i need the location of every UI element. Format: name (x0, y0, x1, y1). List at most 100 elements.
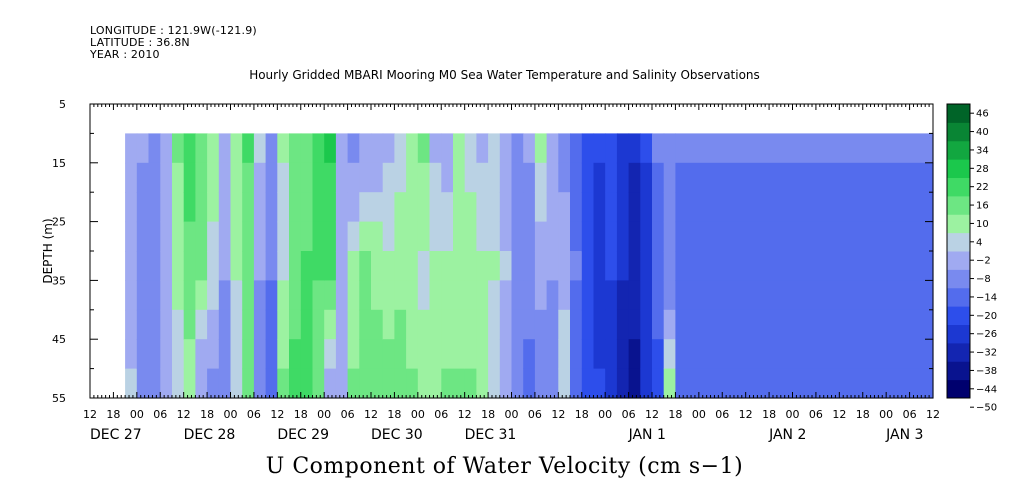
heatmap-cell (464, 309, 477, 340)
heatmap-cell (277, 309, 290, 340)
heatmap-cell (183, 221, 196, 252)
heatmap-cell (195, 280, 208, 311)
heatmap-cell (570, 192, 583, 223)
colorbar-band (947, 324, 970, 344)
heatmap-cell (335, 309, 349, 340)
heatmap-cell (347, 162, 360, 193)
heatmap-cell (347, 192, 360, 223)
heatmap-cell (160, 192, 173, 223)
heatmap-cell (488, 251, 501, 281)
heatmap-cell (172, 192, 185, 223)
heatmap-cell (195, 251, 208, 281)
heatmap-cell (581, 192, 595, 223)
heatmap-cell (406, 251, 419, 281)
heatmap-cell (640, 368, 653, 399)
heatmap-cell (488, 309, 501, 340)
heatmap-cell (242, 280, 255, 311)
heatmap-cell (382, 133, 395, 164)
heatmap-cell (312, 251, 325, 281)
heatmap-cell (207, 339, 220, 370)
heatmap-cell (183, 339, 196, 370)
heatmap-cell (253, 339, 267, 370)
heatmap-cell (394, 251, 407, 281)
heatmap-cell (183, 309, 196, 340)
heatmap-cell (218, 339, 232, 370)
heatmap-cell (230, 280, 243, 311)
heatmap-cell (253, 162, 267, 193)
heatmap-cell (136, 133, 150, 164)
heatmap-cell (546, 133, 559, 164)
heatmap-cell (230, 162, 243, 193)
heatmap-cell (628, 339, 641, 370)
x-tick-label: 18 (106, 408, 120, 421)
heatmap-cell (441, 162, 454, 193)
heatmap-cell (253, 133, 267, 164)
x-tick-label: 12 (177, 408, 191, 421)
heatmap-cell (195, 368, 208, 399)
heatmap-cell (570, 162, 583, 193)
heatmap-cell (534, 339, 548, 370)
heatmap-cell (218, 133, 232, 164)
heatmap-cell (429, 309, 442, 340)
heatmap-cell (499, 221, 513, 252)
heatmap-cell (652, 251, 665, 281)
heatmap-cell (616, 133, 630, 164)
heatmap-cell (616, 339, 630, 370)
heatmap-cell (464, 339, 477, 370)
heatmap-cell (172, 339, 185, 370)
heatmap-cell (593, 339, 606, 370)
heatmap-cell (160, 133, 173, 164)
heatmap-cell (125, 309, 138, 340)
heatmap-cell (663, 339, 676, 370)
heatmap-cell (394, 162, 407, 193)
x-tick-label: 18 (387, 408, 401, 421)
heatmap-cell (464, 133, 477, 164)
heatmap-cell (417, 251, 431, 281)
heatmap-cell (652, 368, 665, 399)
heatmap-cell (511, 339, 524, 370)
heatmap-cell (207, 162, 220, 193)
heatmap-cell (499, 280, 513, 311)
heatmap-cell (359, 192, 372, 223)
colorbar-label: −14 (976, 292, 997, 303)
heatmap-cell (675, 251, 934, 281)
heatmap-cell (207, 221, 220, 252)
heatmap-cell (476, 192, 489, 223)
x-tick-label: 12 (83, 408, 97, 421)
heatmap-cell (148, 192, 161, 223)
heatmap-cell (172, 133, 185, 164)
colorbar-band (947, 195, 970, 215)
heatmap-cell (546, 339, 559, 370)
heatmap-cell (160, 309, 173, 340)
colorbar-band (947, 269, 970, 289)
heatmap-cell (324, 339, 337, 370)
x-tick-label: 00 (411, 408, 425, 421)
heatmap-cell (675, 192, 934, 223)
heatmap-cell (628, 309, 641, 340)
heatmap-cell (359, 280, 372, 311)
heatmap-cell (570, 280, 583, 311)
heatmap-cell (616, 221, 630, 252)
heatmap-cell (347, 339, 360, 370)
heatmap-cell (289, 162, 302, 193)
heatmap-cell (300, 192, 314, 223)
heatmap-cell (511, 368, 524, 399)
x-tick-label: 00 (224, 408, 238, 421)
heatmap-cell (616, 162, 630, 193)
heatmap-cell (335, 162, 349, 193)
heatmap-cell (359, 133, 372, 164)
heatmap-cell (675, 309, 934, 340)
heatmap-cell (523, 162, 536, 193)
heatmap-cell (218, 368, 232, 399)
heatmap-cell (616, 192, 630, 223)
heatmap-cell (570, 133, 583, 164)
heatmap-cell (628, 162, 641, 193)
heatmap-cell (265, 280, 278, 311)
heatmap-cell (546, 162, 559, 193)
x-day-label: DEC 28 (184, 427, 236, 443)
heatmap-cell (640, 133, 653, 164)
colorbar-label: −50 (976, 403, 997, 414)
heatmap-cell (160, 221, 173, 252)
heatmap-cell (417, 368, 431, 399)
x-day-label: JAN 3 (885, 427, 923, 443)
